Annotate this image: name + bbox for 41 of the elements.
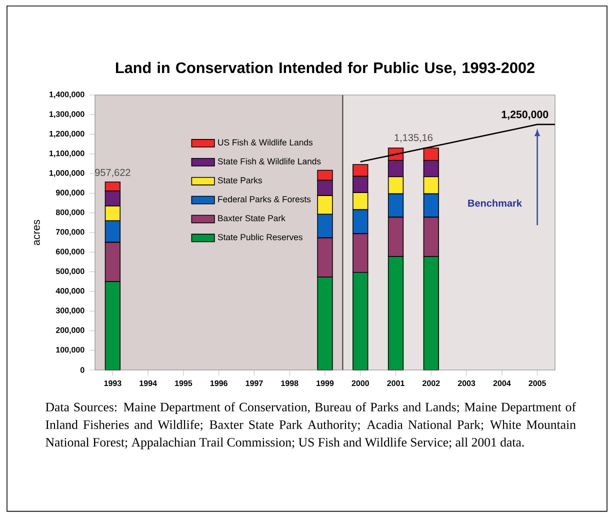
y-axis-title: acres: [34, 220, 40, 246]
legend-label: State Fish & Wildlife Lands: [218, 158, 321, 164]
x-tick-label: 1996: [210, 380, 228, 386]
legend-label: US Fish & Wildlife Lands: [218, 139, 313, 146]
x-tick-label: 1999: [316, 380, 334, 386]
chart-title: Land in Conservation Intended for Public Use, 1993-2002: [116, 62, 534, 76]
annotation: 957,622: [95, 168, 130, 178]
y-tick-label: 800,000: [56, 209, 84, 216]
y-tick-label: 200,000: [56, 327, 84, 334]
y-tick-label: 100,000: [56, 346, 84, 354]
x-tick-label: 2000: [352, 380, 369, 386]
x-tick-label: 2004: [493, 380, 511, 386]
y-tick-label: 1,100,000: [50, 150, 84, 158]
annotation: 1,135,16: [394, 134, 432, 142]
legend-label: State Parks: [218, 177, 262, 184]
x-tick-label: 2002: [422, 380, 440, 386]
y-tick-label: 300,000: [56, 308, 84, 314]
y-tick-label: 900,000: [56, 190, 84, 197]
x-tick-label: 1998: [281, 380, 298, 386]
y-tick-label: 0: [80, 367, 84, 373]
x-tick-label: 1994: [140, 380, 157, 386]
legend-label: State Public Reserves: [218, 234, 302, 240]
y-tick-label: 1,400,000: [50, 92, 84, 98]
text: Data Sources: Maine Department of Conservation, Bureau of Parks and Lands; Maine Department of Inland Fisheries and Wildlife; Baxter State Park Authority; Acadia National Park; White Mountain National Forest; Appalachian Trail Commission; US Fish and Wildlife Service; all 2001 data.: [46, 402, 576, 450]
y-tick-label: 1,000,000: [50, 170, 84, 177]
legend-label: Federal Parks & Forests: [218, 196, 311, 202]
annotation: Benchmark: [468, 199, 522, 207]
legend-label: Baxter State Park: [218, 214, 286, 222]
y-tick-label: 1,200,000: [50, 130, 84, 138]
y-tick-label: 400,000: [56, 288, 84, 295]
x-tick-label: 1997: [246, 380, 263, 386]
x-tick-label: 2003: [458, 380, 476, 386]
y-tick-label: 1,300,000: [50, 111, 84, 118]
x-tick-label: 2001: [387, 380, 404, 386]
y-tick-label: 500,000: [56, 268, 84, 276]
y-tick-label: 700,000: [56, 229, 84, 236]
x-tick-label: 1993: [104, 380, 122, 386]
x-tick-label: 1995: [175, 380, 192, 386]
y-tick-label: 600,000: [56, 248, 84, 256]
x-tick-label: 2005: [528, 380, 546, 386]
annotation: 1,250,000: [502, 110, 548, 120]
